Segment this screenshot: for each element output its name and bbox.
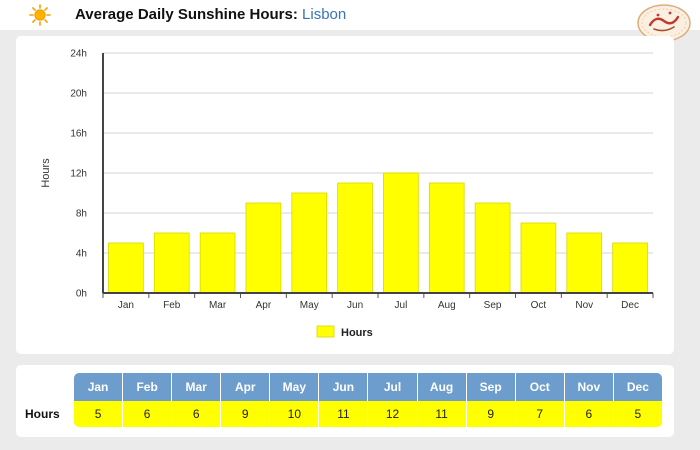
table-month-nov: Nov bbox=[564, 373, 614, 401]
bar-oct bbox=[520, 222, 557, 294]
legend-label: Hours bbox=[341, 327, 373, 339]
y-tick-label: 20h bbox=[70, 89, 87, 100]
bar-chart: 0h 4h 8h 12h 16h 20h 24h Hours Jan Feb Mar Apr May Ju… bbox=[40, 49, 654, 339]
y-tick-label: 24h bbox=[70, 49, 87, 60]
table-value-mar: 6 bbox=[172, 401, 222, 427]
table-month-sep: Sep bbox=[466, 373, 516, 401]
bar-dec bbox=[612, 242, 648, 294]
table-row-label: Hours bbox=[25, 407, 60, 421]
table-panel: Jan Feb Mar Apr May Jun Jul Aug Sep Oct Nov Dec Hou… bbox=[16, 365, 674, 437]
table-value-dec: 5 bbox=[613, 401, 662, 427]
sun-icon bbox=[29, 4, 51, 26]
x-tick-label: Apr bbox=[256, 300, 272, 311]
chart-panel: 0h 4h 8h 12h 16h 20h 24h Hours Jan Feb Mar Apr May Ju… bbox=[16, 36, 674, 354]
bar-sep bbox=[474, 202, 511, 294]
table-values-row: 5 6 6 9 10 11 12 11 9 7 6 5 bbox=[74, 401, 662, 427]
x-tick-label: Jan bbox=[118, 300, 134, 311]
x-tick-label: Jun bbox=[347, 300, 363, 311]
bar-jun bbox=[337, 182, 373, 294]
y-tick-label: 16h bbox=[70, 129, 87, 140]
x-tick-label: Oct bbox=[531, 300, 547, 311]
table-value-jun: 11 bbox=[319, 401, 369, 427]
bar-nov bbox=[566, 232, 603, 294]
logo-seal bbox=[637, 4, 691, 42]
y-tick-label: 0h bbox=[76, 289, 87, 300]
y-tick-label: 8h bbox=[76, 209, 87, 220]
bar-aug bbox=[428, 182, 465, 294]
y-tick-label: 4h bbox=[76, 249, 87, 260]
bar-may bbox=[291, 192, 328, 294]
table-month-jun: Jun bbox=[319, 373, 369, 401]
table-month-may: May bbox=[270, 373, 320, 401]
table-value-jan: 5 bbox=[74, 401, 124, 427]
table-value-may: 10 bbox=[270, 401, 320, 427]
table-month-aug: Aug bbox=[417, 373, 467, 401]
legend-swatch bbox=[316, 325, 335, 338]
table-month-mar: Mar bbox=[172, 373, 222, 401]
bar-apr bbox=[245, 202, 282, 294]
x-tick-label: Aug bbox=[438, 300, 456, 311]
city-link[interactable]: Lisbon bbox=[302, 6, 347, 23]
x-tick-label: May bbox=[300, 300, 319, 311]
bar-jul bbox=[383, 172, 419, 294]
x-tick-label: Sep bbox=[484, 300, 502, 311]
title-prefix: Average Daily Sunshine Hours: bbox=[75, 6, 298, 23]
table-value-apr: 9 bbox=[221, 401, 271, 427]
x-tick-label: Dec bbox=[621, 300, 639, 311]
bar-jan bbox=[108, 242, 144, 294]
table-month-jul: Jul bbox=[368, 373, 418, 401]
table-month-oct: Oct bbox=[515, 373, 565, 401]
table-value-jul: 12 bbox=[368, 401, 418, 427]
x-tick-label: Nov bbox=[575, 300, 593, 311]
table-month-jan: Jan bbox=[74, 373, 124, 401]
table-month-apr: Apr bbox=[221, 373, 271, 401]
table-value-feb: 6 bbox=[123, 401, 173, 427]
table-month-dec: Dec bbox=[613, 373, 662, 401]
page-title: Average Daily Sunshine Hours: Lisbon bbox=[75, 6, 346, 23]
table-header-row: Jan Feb Mar Apr May Jun Jul Aug Sep Oct Nov Dec bbox=[74, 373, 662, 401]
table-value-sep: 9 bbox=[466, 401, 516, 427]
table-value-nov: 6 bbox=[564, 401, 614, 427]
table-month-feb: Feb bbox=[123, 373, 173, 401]
y-tick-label: 12h bbox=[70, 169, 87, 180]
table-value-oct: 7 bbox=[515, 401, 565, 427]
x-tick-label: Feb bbox=[163, 300, 181, 311]
x-tick-label: Mar bbox=[209, 300, 227, 311]
y-axis-label: Hours bbox=[40, 158, 52, 188]
bar-feb bbox=[153, 232, 190, 294]
x-tick-label: Jul bbox=[395, 300, 408, 311]
header-bar: Average Daily Sunshine Hours: Lisbon bbox=[0, 0, 700, 42]
table-value-aug: 11 bbox=[417, 401, 467, 427]
bar-mar bbox=[199, 232, 236, 294]
